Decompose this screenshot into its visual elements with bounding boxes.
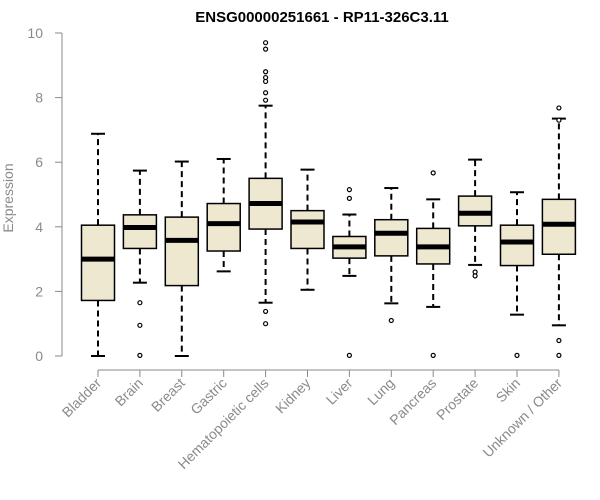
box-group	[248, 40, 283, 327]
x-tick-label: Kidney	[272, 375, 314, 417]
y-tick-label: 0	[35, 348, 43, 364]
box-group	[290, 168, 325, 291]
outlier-point	[263, 97, 269, 103]
box-iqr	[499, 224, 535, 267]
y-tick-label: 4	[35, 219, 43, 235]
outlier-point	[263, 46, 269, 52]
box-iqr	[541, 198, 577, 256]
outlier-point	[556, 337, 562, 344]
outlier-point	[137, 300, 143, 306]
outlier-point	[263, 78, 269, 85]
outlier-point	[556, 105, 562, 111]
outlier-point	[430, 352, 436, 358]
x-tick-label: Brain	[112, 375, 146, 409]
outlier-point	[430, 170, 436, 176]
outlier-point	[346, 352, 352, 358]
y-axis-label: Expression	[0, 163, 16, 232]
outlier-point	[556, 117, 562, 123]
box-group	[374, 187, 409, 324]
box-series	[80, 40, 577, 358]
x-tick-label: Liver	[323, 375, 356, 408]
x-tick-label: Breast	[148, 375, 188, 415]
outlier-point	[388, 317, 394, 324]
outlier-point	[556, 352, 562, 358]
x-tick-label: Pancreas	[386, 375, 439, 428]
box-iqr	[206, 202, 241, 252]
outlier-point	[263, 321, 269, 327]
x-tick-label: Prostate	[433, 375, 481, 423]
outlier-point	[263, 308, 269, 315]
x-tick-label: Unknown / Other	[479, 375, 565, 461]
y-tick-label: 10	[27, 25, 43, 41]
box-group	[332, 187, 367, 358]
box-group	[122, 169, 158, 358]
box-group	[541, 105, 577, 358]
box-group	[457, 158, 493, 279]
x-tick-label: Skin	[493, 375, 524, 406]
y-tick-label: 8	[35, 90, 43, 106]
box-group	[499, 191, 535, 358]
outlier-point	[514, 352, 520, 358]
outlier-point	[263, 90, 269, 96]
y-tick-label: 2	[35, 283, 43, 299]
outlier-point	[472, 273, 478, 279]
outlier-point	[137, 322, 143, 328]
x-tick-label: Lung	[364, 375, 397, 408]
box-iqr	[122, 214, 158, 250]
box-iqr	[80, 224, 116, 302]
outlier-point	[263, 40, 269, 46]
outlier-point	[137, 352, 143, 358]
box-iqr	[164, 216, 200, 287]
y-axis: 0 2 4 6 8 10	[27, 25, 63, 364]
box-group	[80, 132, 116, 357]
box-group	[415, 170, 451, 358]
box-group	[164, 160, 200, 357]
y-tick-label: 6	[35, 154, 43, 170]
chart-title: ENSG00000251661 - RP11-326C3.11	[195, 9, 449, 26]
box-group	[206, 157, 241, 273]
x-tick-label: Bladder	[59, 375, 105, 421]
box-iqr	[374, 218, 409, 257]
outlier-point	[346, 195, 352, 201]
outlier-point	[346, 187, 352, 193]
box-iqr	[290, 209, 325, 250]
outlier-point	[263, 69, 269, 75]
